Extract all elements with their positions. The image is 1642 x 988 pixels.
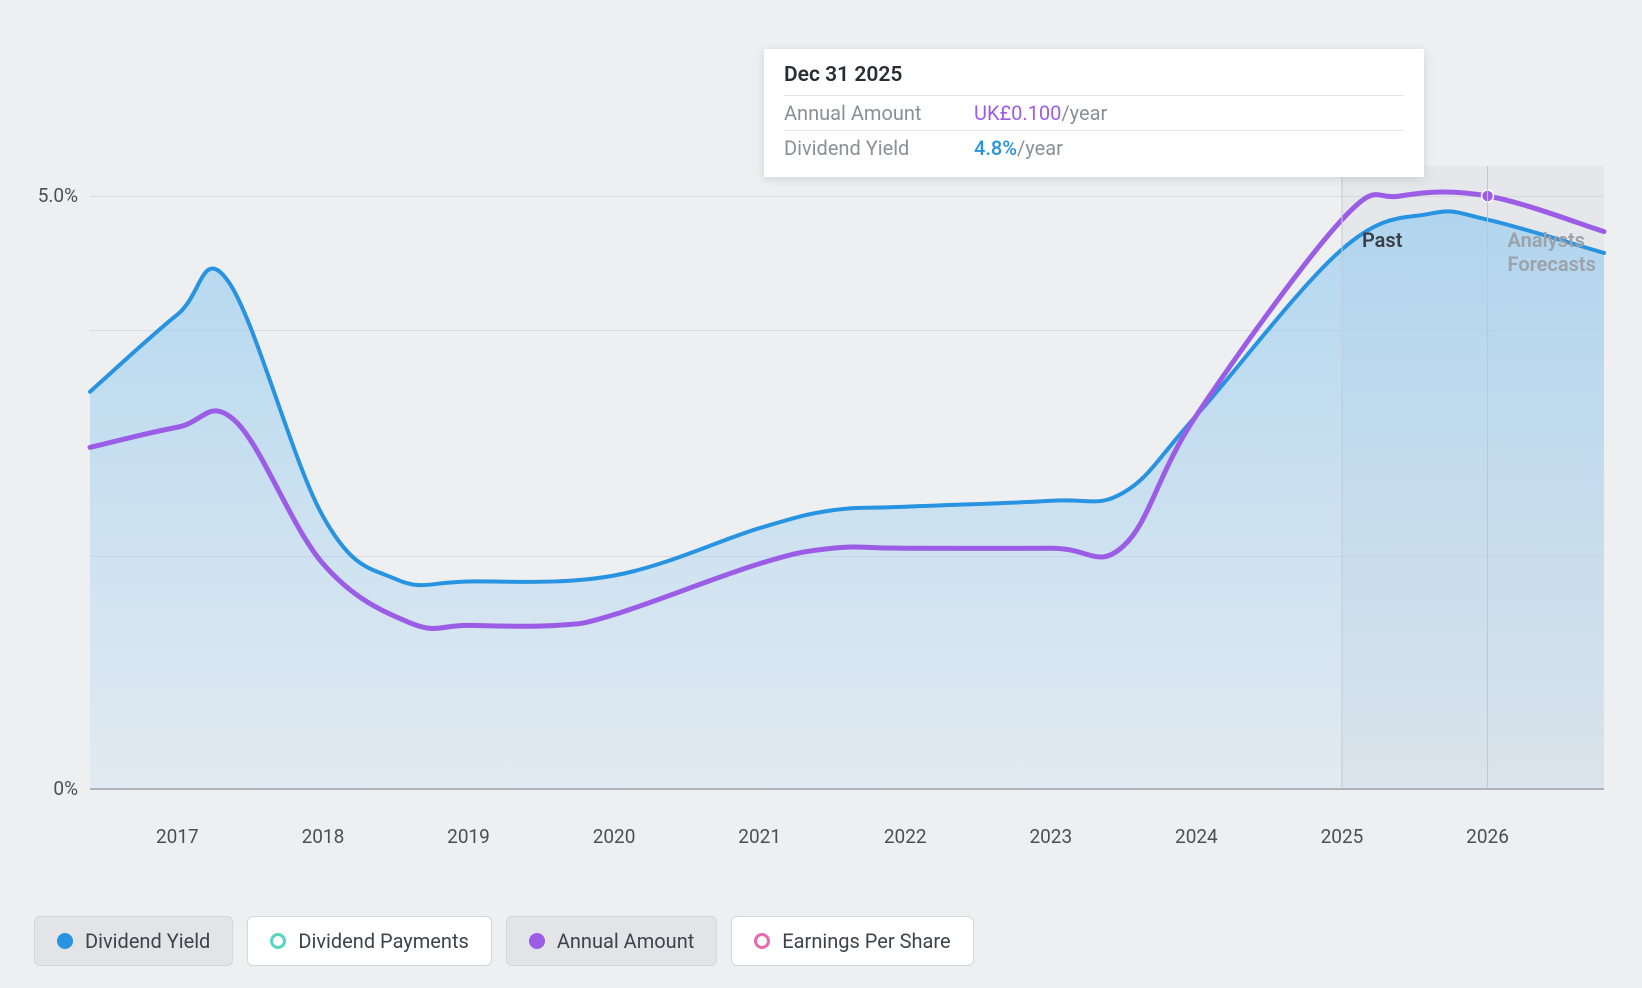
legend-item-label: Earnings Per Share [782, 929, 950, 953]
x-axis-tick-label: 2023 [1029, 825, 1072, 848]
past-region-label: Past [1362, 228, 1402, 252]
tooltip-row-suffix: /year [1017, 136, 1063, 160]
legend-item-annual-amount[interactable]: Annual Amount [506, 916, 717, 966]
x-axis-tick-label: 2025 [1321, 825, 1364, 848]
chart-tooltip: Dec 31 2025 Annual AmountUK£0.100/yearDi… [764, 49, 1424, 177]
legend-item-label: Dividend Payments [298, 929, 468, 953]
x-axis-tick-label: 2017 [156, 825, 199, 848]
y-axis-tick-label: 0% [53, 777, 90, 800]
tooltip-row-value: 4.8% [974, 136, 1017, 160]
tooltip-row-value: UK£0.100 [974, 101, 1061, 125]
legend-marker-icon [57, 933, 73, 949]
tooltip-row-suffix: /year [1061, 101, 1107, 125]
x-axis-tick-label: 2026 [1466, 825, 1509, 848]
legend-item-dividend-payments[interactable]: Dividend Payments [247, 916, 491, 966]
series-area-dividend_yield [90, 211, 1604, 789]
tooltip-row-label: Annual Amount [784, 101, 974, 125]
legend-item-dividend-yield[interactable]: Dividend Yield [34, 916, 233, 966]
legend: Dividend Yield Dividend Payments Annual Am… [34, 916, 974, 966]
x-axis-tick-label: 2018 [302, 825, 345, 848]
x-axis-tick-label: 2021 [738, 825, 781, 848]
x-axis-tick-label: 2020 [593, 825, 636, 848]
x-axis-tick-label: 2024 [1175, 825, 1218, 848]
y-axis-tick-label: 5.0% [38, 184, 90, 207]
legend-marker-icon [270, 933, 286, 949]
tooltip-row: Dividend Yield4.8%/year [784, 130, 1404, 165]
legend-marker-icon [754, 933, 770, 949]
x-axis-tick-label: 2022 [884, 825, 927, 848]
tooltip-date: Dec 31 2025 [784, 63, 1404, 95]
legend-item-earnings-per-share[interactable]: Earnings Per Share [731, 916, 973, 966]
tooltip-row-label: Dividend Yield [784, 136, 974, 160]
legend-marker-icon [529, 933, 545, 949]
x-axis-tick-label: 2019 [447, 825, 490, 848]
tooltip-row: Annual AmountUK£0.100/year [784, 95, 1404, 130]
chart-container: 0% 5.0% 2017 2018 2019 2020 2021 2022 2023 2024 2… [0, 0, 1642, 988]
legend-item-label: Dividend Yield [85, 929, 210, 953]
forecast-region-label: Analysts Forecasts [1508, 228, 1642, 276]
legend-item-label: Annual Amount [557, 929, 694, 953]
